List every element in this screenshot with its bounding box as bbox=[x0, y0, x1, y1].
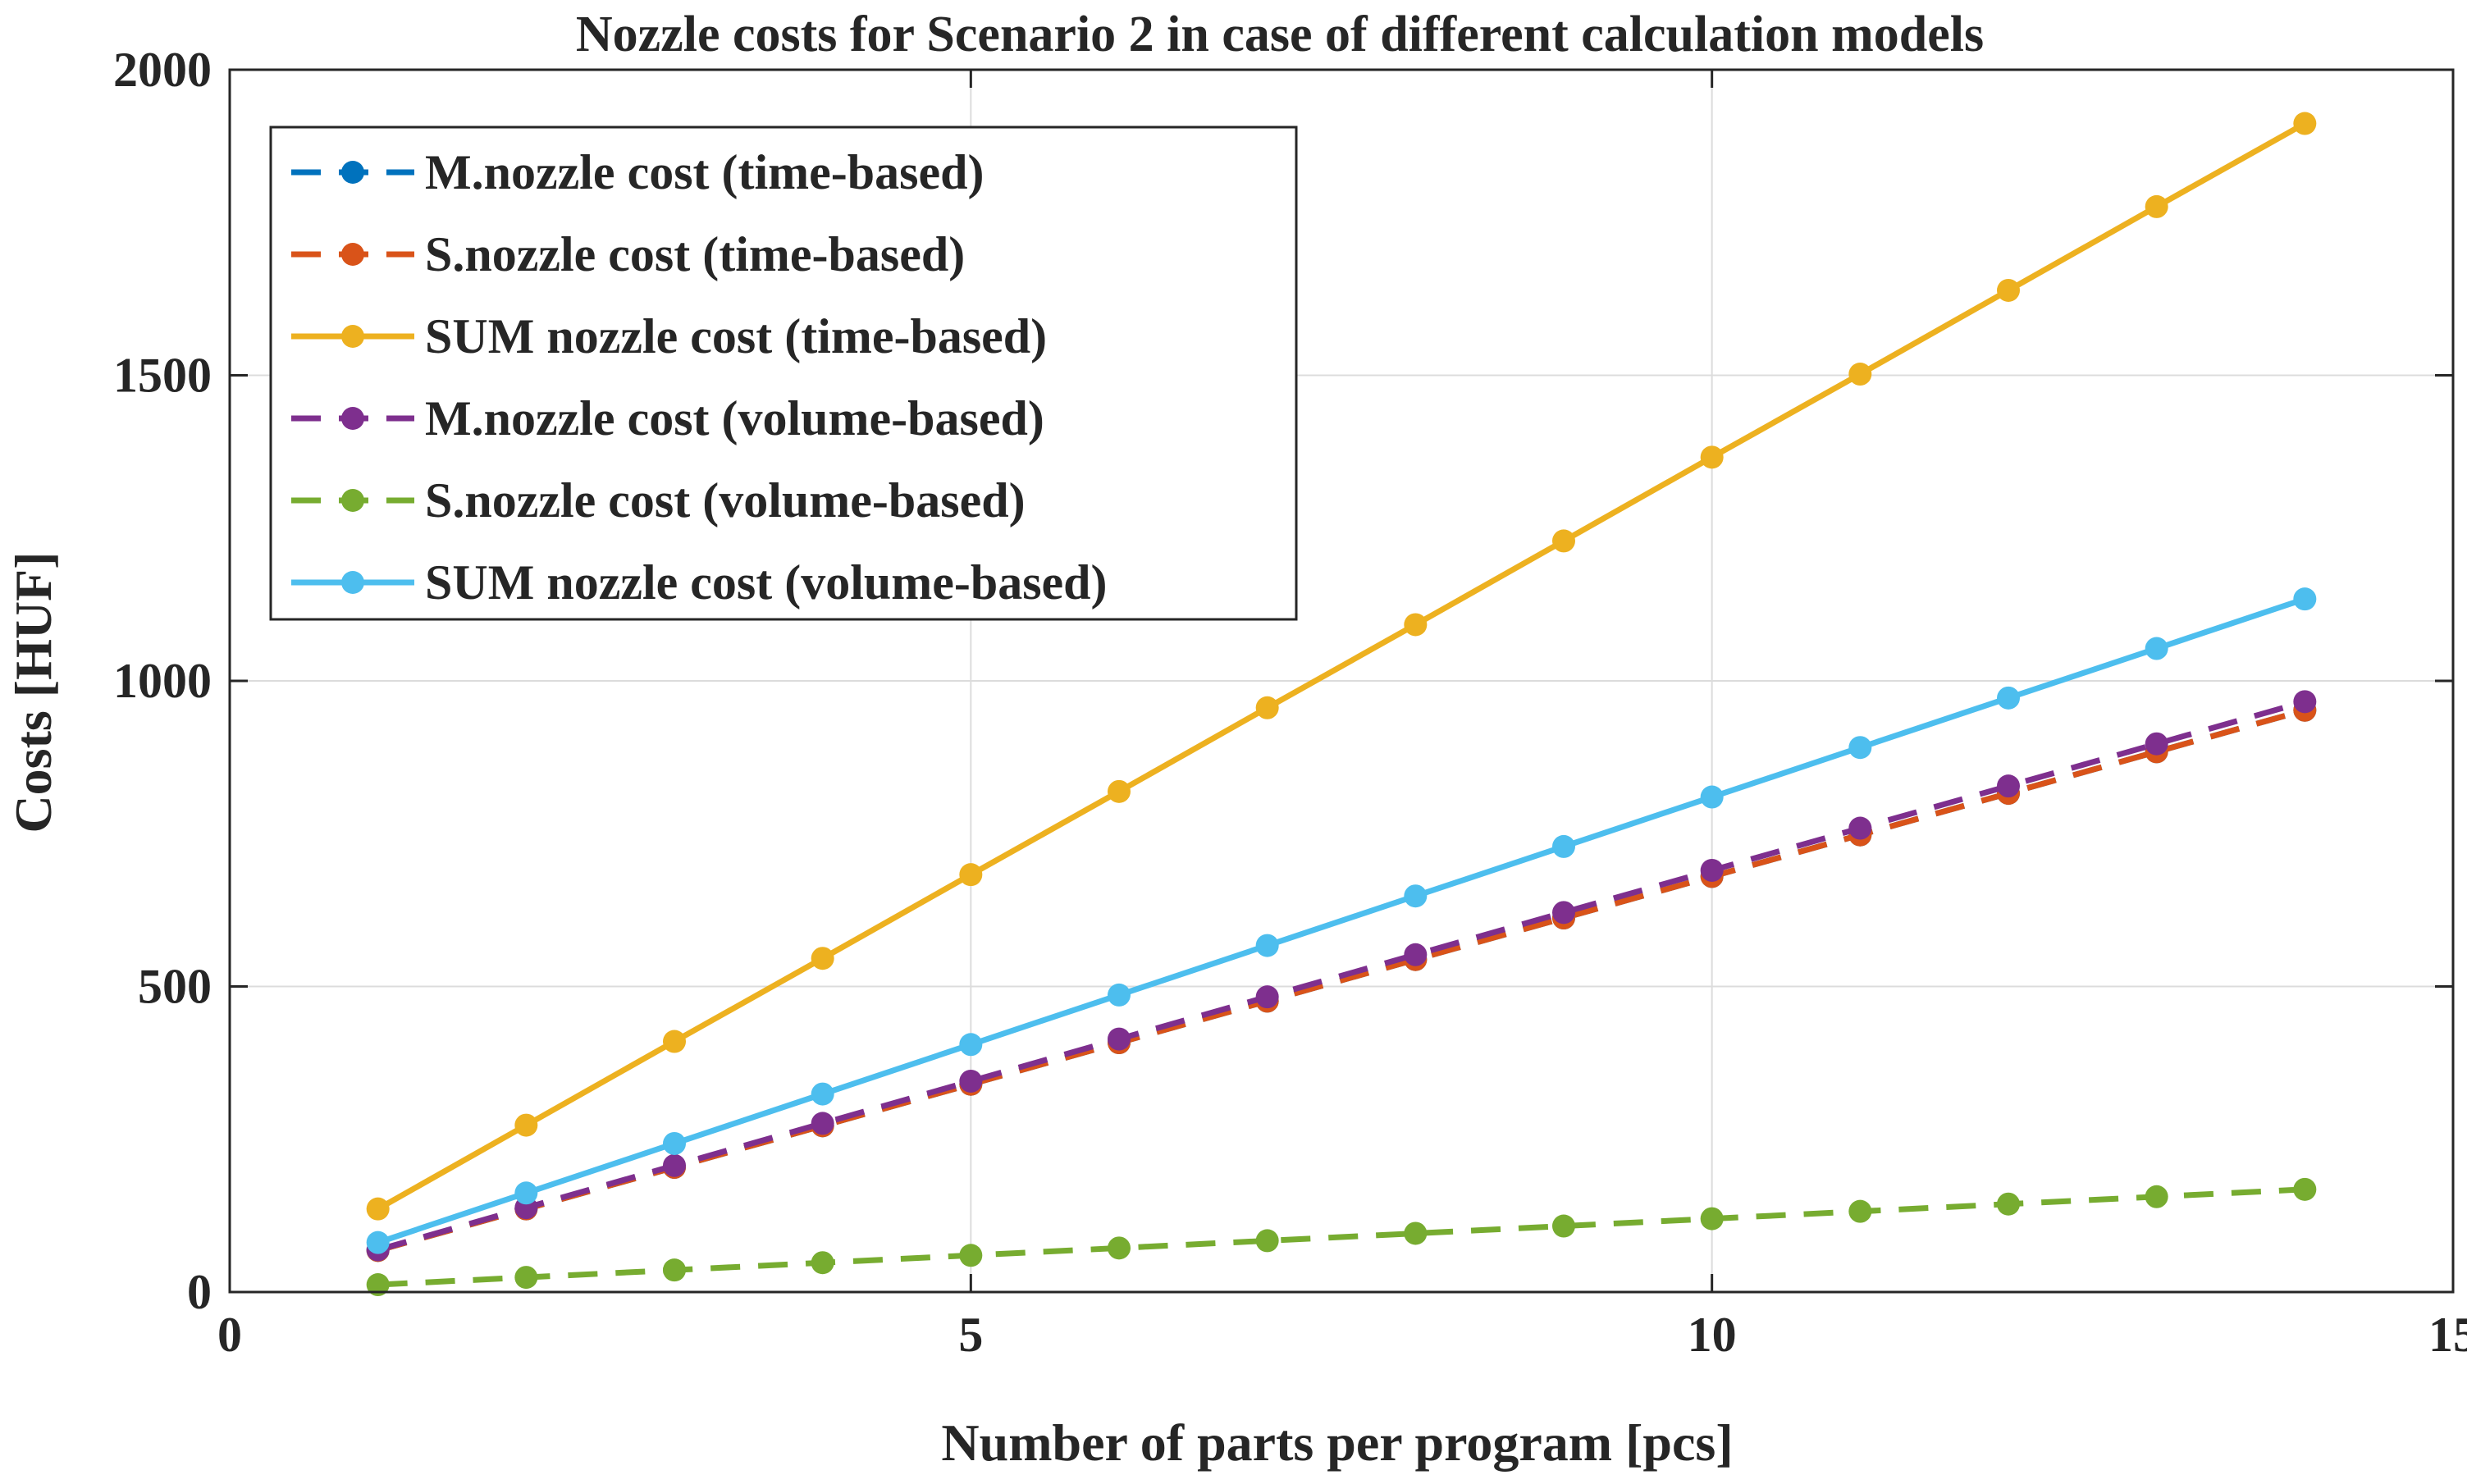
data-point bbox=[514, 1113, 538, 1137]
y-tick-label: 1500 bbox=[113, 349, 212, 403]
x-axis-label: Number of parts per program [pcs] bbox=[941, 1413, 1733, 1472]
series-line bbox=[377, 596, 2306, 1245]
data-point bbox=[2293, 1177, 2317, 1201]
data-point bbox=[811, 1251, 834, 1275]
data-point bbox=[2293, 690, 2317, 714]
legend-label: M.nozzle cost (time-based) bbox=[425, 145, 984, 199]
y-tick-label: 500 bbox=[138, 960, 212, 1014]
data-point bbox=[1255, 696, 1279, 719]
data-point bbox=[959, 1033, 983, 1057]
data-point bbox=[366, 1231, 390, 1254]
data-point bbox=[1997, 686, 2020, 710]
data-point bbox=[1848, 1199, 1872, 1223]
data-point bbox=[2293, 112, 2317, 135]
legend-marker bbox=[341, 407, 364, 430]
data-point bbox=[959, 1244, 983, 1267]
data-point bbox=[1108, 1236, 1131, 1260]
y-axis-label: Costs [HUF] bbox=[4, 551, 62, 833]
data-point bbox=[1700, 1207, 1724, 1231]
data-point bbox=[1255, 985, 1279, 1009]
data-point bbox=[2293, 587, 2317, 611]
legend-box bbox=[269, 126, 1298, 621]
data-point bbox=[1404, 1221, 1428, 1245]
data-point bbox=[2145, 732, 2168, 756]
series-6 bbox=[366, 587, 2317, 1254]
series-5 bbox=[366, 1177, 2317, 1297]
legend-marker bbox=[341, 571, 364, 594]
data-point bbox=[1997, 278, 2020, 302]
data-point bbox=[1848, 363, 1872, 386]
legend-label: SUM nozzle cost (volume-based) bbox=[425, 555, 1108, 610]
series-line bbox=[377, 698, 2306, 1253]
y-tick-label: 1000 bbox=[113, 654, 212, 708]
x-tick-label: 5 bbox=[958, 1308, 983, 1362]
data-point bbox=[811, 947, 834, 970]
legend-label: S.nozzle cost (volume-based) bbox=[425, 473, 1026, 527]
data-point bbox=[959, 863, 983, 887]
data-point bbox=[1552, 529, 1575, 553]
y-tick-label: 0 bbox=[187, 1265, 212, 1319]
data-point bbox=[663, 1258, 686, 1282]
data-point bbox=[2145, 637, 2168, 660]
legend-marker bbox=[341, 489, 364, 512]
legend-label: S.nozzle cost (time-based) bbox=[425, 227, 965, 281]
data-point bbox=[514, 1266, 538, 1290]
data-point bbox=[959, 1069, 983, 1093]
data-point bbox=[1255, 1229, 1279, 1253]
data-point bbox=[1404, 884, 1428, 908]
data-point bbox=[1552, 834, 1575, 858]
data-point bbox=[1552, 901, 1575, 925]
series-line bbox=[376, 121, 2307, 1212]
legend-marker bbox=[341, 243, 364, 266]
ticks: 0 5 10 15 0 500 1000 1500 2000 bbox=[113, 43, 2467, 1362]
data-point bbox=[1848, 816, 1872, 840]
data-point bbox=[1404, 943, 1428, 966]
y-tick-label: 2000 bbox=[113, 43, 212, 97]
data-point bbox=[1255, 934, 1279, 957]
data-point bbox=[663, 1131, 686, 1155]
chart-title: Nozzle costs for Scenario 2 in case of d… bbox=[576, 7, 1984, 62]
data-point bbox=[663, 1153, 686, 1177]
data-point bbox=[1108, 1027, 1131, 1051]
data-point bbox=[1108, 779, 1131, 803]
data-point bbox=[366, 1273, 390, 1297]
data-point bbox=[366, 1197, 390, 1221]
x-tick-label: 0 bbox=[217, 1308, 242, 1362]
series-group bbox=[366, 112, 2317, 1297]
data-point bbox=[1997, 774, 2020, 798]
data-point bbox=[1700, 445, 1724, 469]
data-point bbox=[1848, 736, 1872, 760]
data-point bbox=[1552, 1214, 1575, 1238]
legend-marker bbox=[341, 325, 364, 348]
data-point bbox=[1700, 785, 1724, 809]
legend-label: SUM nozzle cost (time-based) bbox=[425, 309, 1047, 363]
legend-label: M.nozzle cost (volume-based) bbox=[425, 391, 1044, 445]
data-point bbox=[811, 1112, 834, 1135]
legend: M.nozzle cost (time-based) S.nozzle cost … bbox=[269, 126, 1298, 621]
data-point bbox=[811, 1082, 834, 1106]
data-point bbox=[1404, 613, 1428, 637]
legend-marker bbox=[341, 161, 364, 184]
data-point bbox=[514, 1181, 538, 1205]
data-point bbox=[2145, 194, 2168, 218]
data-point bbox=[2145, 1185, 2168, 1208]
series-4 bbox=[366, 690, 2317, 1262]
series-line bbox=[377, 1186, 2305, 1288]
data-point bbox=[1997, 1192, 2020, 1216]
data-point bbox=[663, 1030, 686, 1053]
data-point bbox=[1700, 858, 1724, 882]
x-tick-label: 10 bbox=[1688, 1308, 1737, 1362]
data-point bbox=[1108, 983, 1131, 1007]
x-tick-label: 15 bbox=[2428, 1308, 2467, 1362]
series-3 bbox=[366, 112, 2317, 1221]
